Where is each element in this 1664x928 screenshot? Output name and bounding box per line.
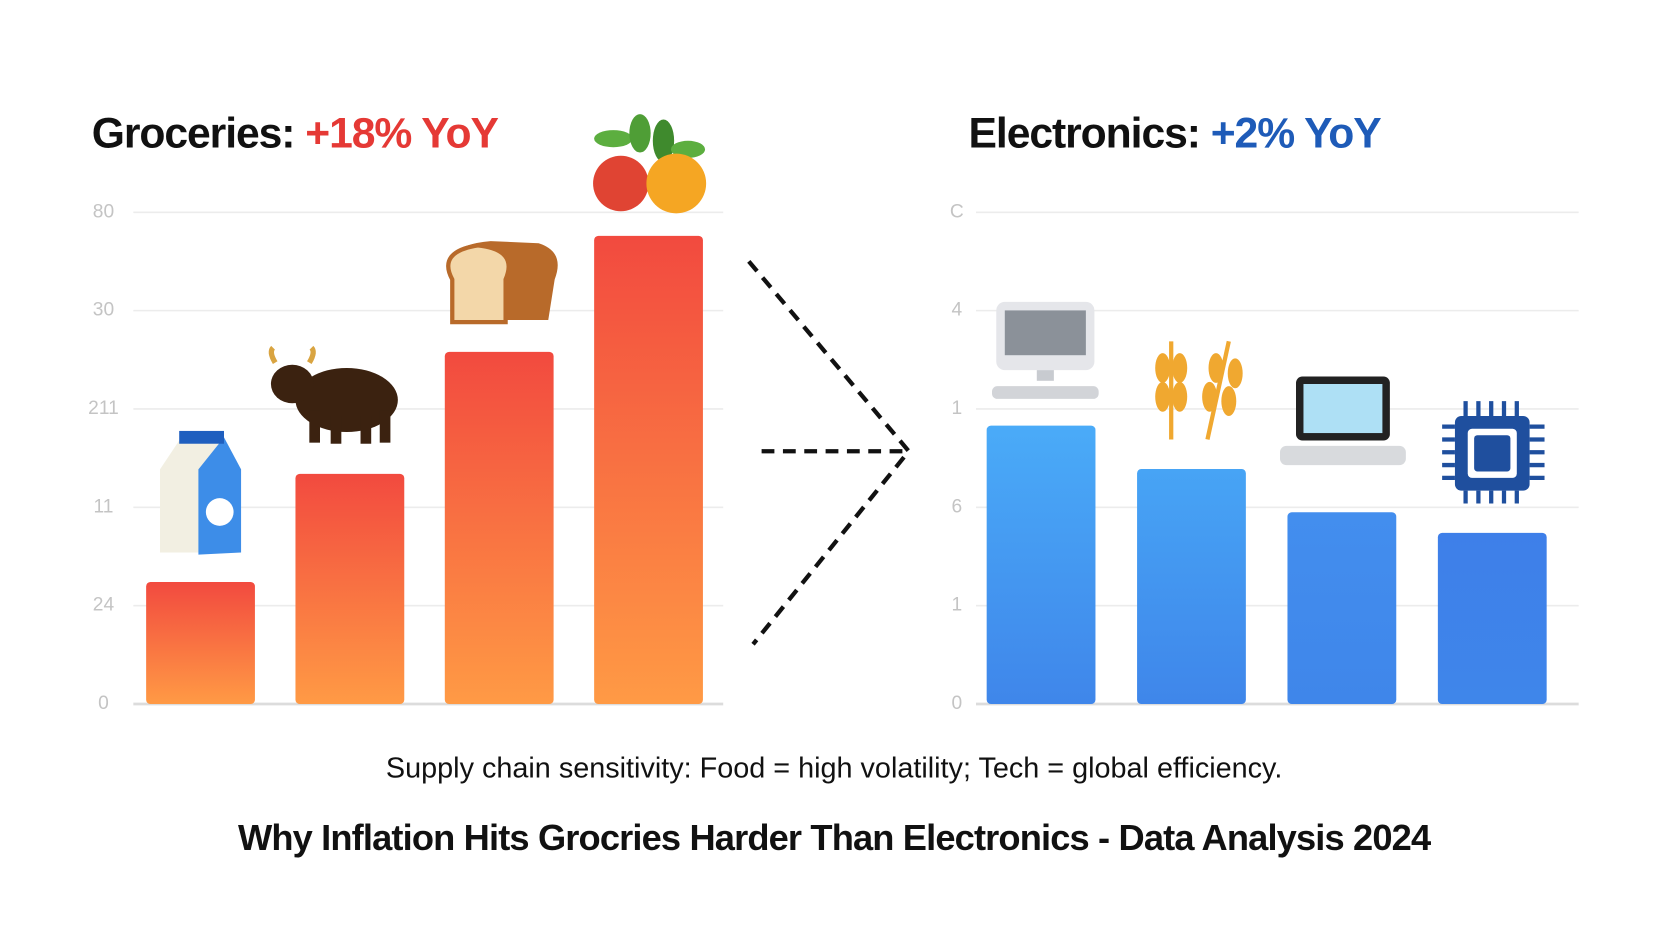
y-tick-label: 80 xyxy=(93,201,114,222)
bar xyxy=(444,351,554,704)
icon-laptop xyxy=(1280,376,1406,466)
title-text: Electronics: xyxy=(969,110,1211,158)
title-highlight: +18% YoY xyxy=(305,110,498,158)
y-tick-label: 30 xyxy=(93,300,114,321)
y-tick-label: 0 xyxy=(951,693,962,714)
arrow xyxy=(747,259,912,646)
y-tick-label: 1 xyxy=(951,595,962,616)
bar xyxy=(1137,468,1246,704)
y-tick-label: 0 xyxy=(98,693,109,714)
y-tick-label: 211 xyxy=(88,398,119,419)
y-tick-label: 11 xyxy=(94,496,114,517)
bar xyxy=(1287,512,1397,704)
bar xyxy=(295,473,405,704)
y-tick-label: C xyxy=(950,201,964,222)
bar xyxy=(1437,532,1547,704)
bar xyxy=(594,235,703,704)
y-tick-label: 1 xyxy=(951,398,962,419)
y-tick-label: 24 xyxy=(93,595,115,616)
y-tick-label: 6 xyxy=(951,496,962,517)
icon-cow xyxy=(268,345,398,444)
y-tick-label: 4 xyxy=(951,300,962,321)
icon-milk xyxy=(160,430,242,555)
icon-wheat xyxy=(1155,340,1243,440)
bar xyxy=(986,425,1096,704)
bar xyxy=(146,582,255,704)
icon-produce xyxy=(593,114,707,214)
chart-title: Groceries: +18% YoY xyxy=(92,110,499,158)
icon-desktop xyxy=(992,301,1099,399)
chart-title: Electronics: +2% YoY xyxy=(969,110,1382,158)
title-highlight: +2% YoY xyxy=(1211,110,1382,158)
page-title: Why Inflation Hits Grocries Harder Than … xyxy=(238,817,1431,858)
annotation: Supply chain sensitivity: Food = high vo… xyxy=(386,753,1282,785)
title-text: Groceries: xyxy=(92,110,306,158)
icon-chip xyxy=(1442,401,1545,504)
icon-bread xyxy=(446,241,558,325)
